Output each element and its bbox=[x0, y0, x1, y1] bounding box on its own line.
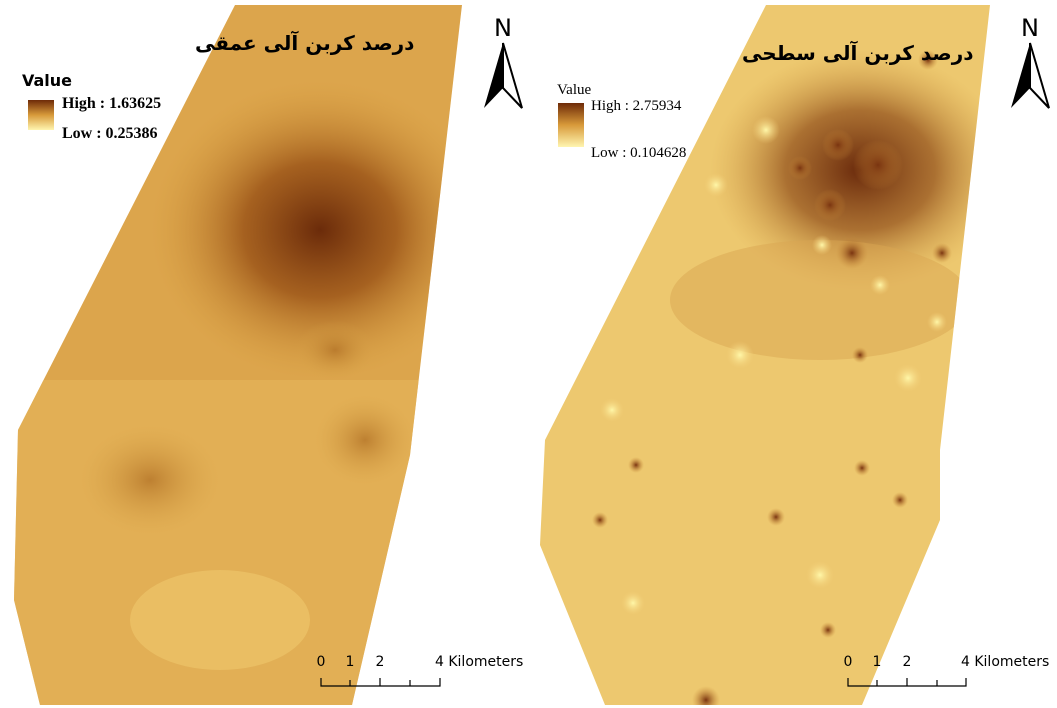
legend-high: High : 1.63625 bbox=[62, 95, 161, 112]
map-title: درصد کربن آلی عمقی bbox=[195, 30, 414, 55]
legend-low: Low : 0.104628 bbox=[591, 145, 686, 161]
map-figure: درصد کربن آلی عمقی Value High : 1.63625 … bbox=[0, 0, 1057, 708]
scale-label: 0 bbox=[317, 654, 326, 670]
scale-label: 1 bbox=[346, 654, 355, 670]
scale-label: 4 Kilometers bbox=[435, 654, 523, 670]
legend-high: High : 2.75934 bbox=[591, 98, 682, 114]
map-title: درصد کربن آلی سطحی bbox=[742, 40, 974, 65]
north-arrow: N bbox=[1011, 14, 1049, 108]
legend-swatch bbox=[558, 103, 584, 147]
north-arrow: N bbox=[484, 14, 522, 108]
legend-title: Value bbox=[22, 71, 72, 90]
north-label: N bbox=[494, 14, 512, 42]
scale-label: 2 bbox=[376, 654, 385, 670]
scale-label: 0 bbox=[844, 654, 853, 670]
scale-label: 2 bbox=[903, 654, 912, 670]
legend-swatch bbox=[28, 100, 54, 130]
legend-title: Value bbox=[557, 82, 591, 98]
north-label: N bbox=[1021, 14, 1039, 42]
scale-label: 4 Kilometers bbox=[961, 654, 1049, 670]
legend-low: Low : 0.25386 bbox=[62, 125, 158, 142]
scale-label: 1 bbox=[873, 654, 882, 670]
